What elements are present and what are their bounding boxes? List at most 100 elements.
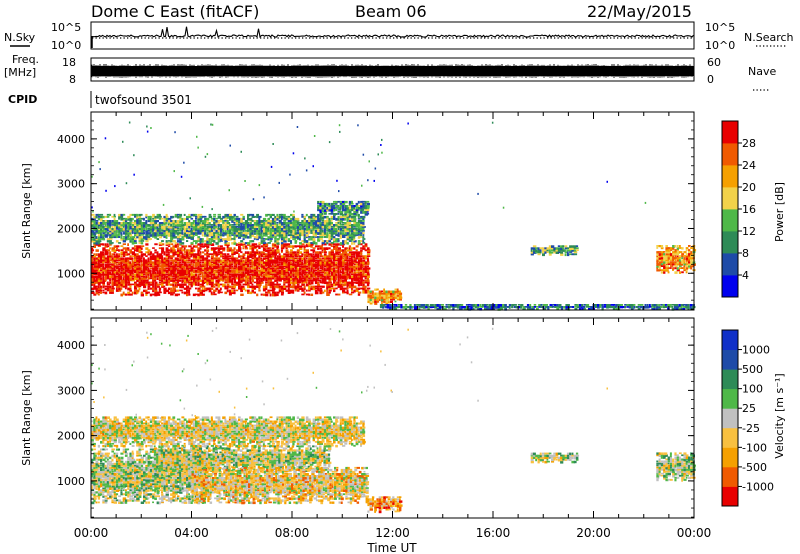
power-cell xyxy=(217,236,220,238)
power-cell xyxy=(122,263,126,266)
power-cell xyxy=(346,213,349,217)
power-cell xyxy=(199,271,203,274)
power-cell xyxy=(385,300,388,303)
power-cell xyxy=(186,281,190,284)
power-cell xyxy=(181,275,185,278)
power-cell xyxy=(179,234,182,237)
power-cell xyxy=(226,255,230,258)
power-cell xyxy=(100,253,104,256)
power-cell xyxy=(242,224,246,226)
power-cell xyxy=(145,232,149,235)
power-cell xyxy=(170,255,174,258)
power-cell xyxy=(95,259,99,262)
power-cell xyxy=(233,220,236,222)
power-cell xyxy=(656,267,659,270)
power-cell xyxy=(348,217,351,220)
power-cell xyxy=(260,228,263,231)
power-cell xyxy=(308,283,312,286)
power-cell xyxy=(228,234,231,237)
power-cell xyxy=(233,281,237,284)
power-cell xyxy=(351,263,353,266)
power-cell xyxy=(104,279,107,282)
power-cell xyxy=(222,275,225,278)
power-cell xyxy=(111,291,114,294)
power-cell xyxy=(310,253,313,256)
power-cell xyxy=(147,251,150,255)
power-cell xyxy=(109,287,112,290)
power-cell xyxy=(140,277,144,280)
power-cell xyxy=(346,226,350,229)
power-cell xyxy=(111,275,114,278)
power-cell xyxy=(351,240,353,242)
power-cell xyxy=(149,215,152,218)
power-cell xyxy=(238,232,241,235)
power-cell xyxy=(321,261,325,264)
power-cell xyxy=(231,230,234,232)
power-cell xyxy=(353,271,357,274)
power-cell xyxy=(215,228,218,230)
power-cell xyxy=(333,224,337,227)
power-cell xyxy=(120,224,124,227)
power-cell xyxy=(575,249,579,251)
power-cell xyxy=(685,271,688,274)
power-cell xyxy=(161,255,164,258)
power-cell xyxy=(253,281,256,284)
power-cell xyxy=(364,265,367,268)
power-cell xyxy=(262,238,266,240)
power-cell xyxy=(271,226,274,229)
power-cell xyxy=(115,273,119,276)
power-cell xyxy=(262,293,267,296)
power-cell xyxy=(195,228,198,231)
power-cell xyxy=(321,273,324,276)
power-cell xyxy=(353,211,356,213)
power-cell xyxy=(319,267,323,269)
power-cell xyxy=(136,277,139,280)
power-cell xyxy=(351,247,354,250)
power-cell xyxy=(97,277,100,280)
power-cell xyxy=(190,236,194,239)
power-cell xyxy=(672,257,676,260)
power-cell xyxy=(360,211,364,214)
power-cell xyxy=(222,226,226,229)
power-cell xyxy=(100,234,103,237)
power-cell xyxy=(299,228,302,231)
power-cell xyxy=(247,285,251,289)
power-cell xyxy=(283,230,287,233)
power-cell xyxy=(283,238,286,241)
power-cell xyxy=(351,209,354,212)
power-cell xyxy=(181,238,185,241)
power-cell xyxy=(134,283,138,287)
power-cell xyxy=(113,269,117,272)
power-cell xyxy=(219,217,223,220)
power-cell xyxy=(303,265,307,268)
power-cell xyxy=(228,247,233,250)
power-cell xyxy=(156,255,160,258)
power-cell xyxy=(669,263,674,266)
power-cell xyxy=(197,283,200,287)
power-cell xyxy=(199,220,203,223)
power-cell xyxy=(676,247,679,250)
power-cell xyxy=(362,257,365,259)
power-cell xyxy=(387,294,391,297)
power-cell xyxy=(158,267,162,271)
power-cell xyxy=(235,236,238,238)
power-cell xyxy=(301,259,304,262)
power-cell xyxy=(283,234,286,237)
power-cell xyxy=(253,251,258,254)
power-cell xyxy=(418,304,422,306)
power-cell xyxy=(188,291,190,294)
power-cell xyxy=(348,251,352,254)
power-cell xyxy=(109,222,112,225)
power-cell xyxy=(276,293,279,297)
power-cell xyxy=(242,245,245,248)
power-cell xyxy=(418,308,421,310)
power-cell xyxy=(210,228,213,231)
power-cell xyxy=(488,306,492,309)
power-cell xyxy=(335,207,339,209)
power-cell xyxy=(206,263,209,266)
power-cell xyxy=(274,245,277,248)
power-cell xyxy=(333,259,336,262)
power-cell xyxy=(321,263,324,267)
power-cell xyxy=(179,230,183,232)
power-cell xyxy=(280,240,284,242)
